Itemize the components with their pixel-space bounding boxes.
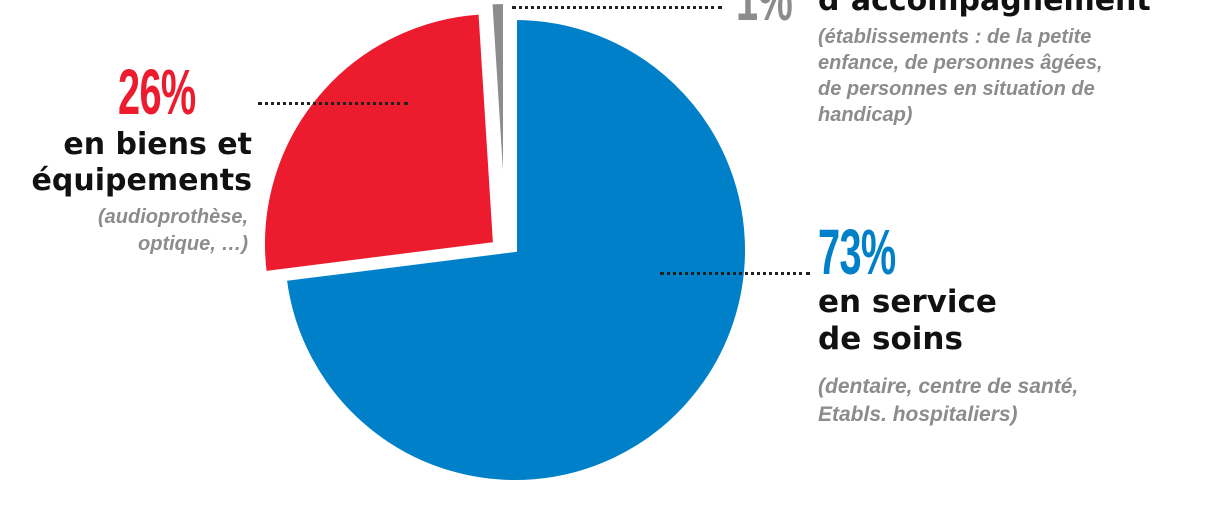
note-accompagnement-line1: (établissements : de la petite [818,26,1092,48]
pct-label-accompagnement: 1% [736,0,793,30]
note-accompagnement-line2: enfance, de personnes âgées, [818,52,1103,74]
slice-accompagnement [488,0,507,235]
label-accompagnement: d’accompagnement [818,0,1151,18]
label-equipements-line1: en biens et [63,127,252,162]
label-soins-line2: de soins [818,321,963,357]
slice-equipements [261,10,498,276]
slice-soins [282,15,749,484]
note-accompagnement-line3: de personnes en situation de [818,78,1095,100]
leader-dots-equipements [258,102,408,105]
note-equipements-line2: optique, …) [138,233,248,255]
note-accompagnement-line4: handicap) [818,104,913,126]
note-soins-line2: Etabls. hospitaliers) [818,403,1018,426]
label-soins-line1: en service [818,284,997,320]
note-equipements-line1: (audioprothèse, [97,206,248,228]
pct-label-soins: 73% [818,216,896,288]
label-equipements-line2: équipements [31,163,252,198]
pct-label-equipements: 26% [118,56,196,128]
leader-dots-soins [660,272,810,275]
note-soins-line1: (dentaire, centre de santé, [818,375,1079,398]
leader-dots-accompagnement [512,6,722,9]
